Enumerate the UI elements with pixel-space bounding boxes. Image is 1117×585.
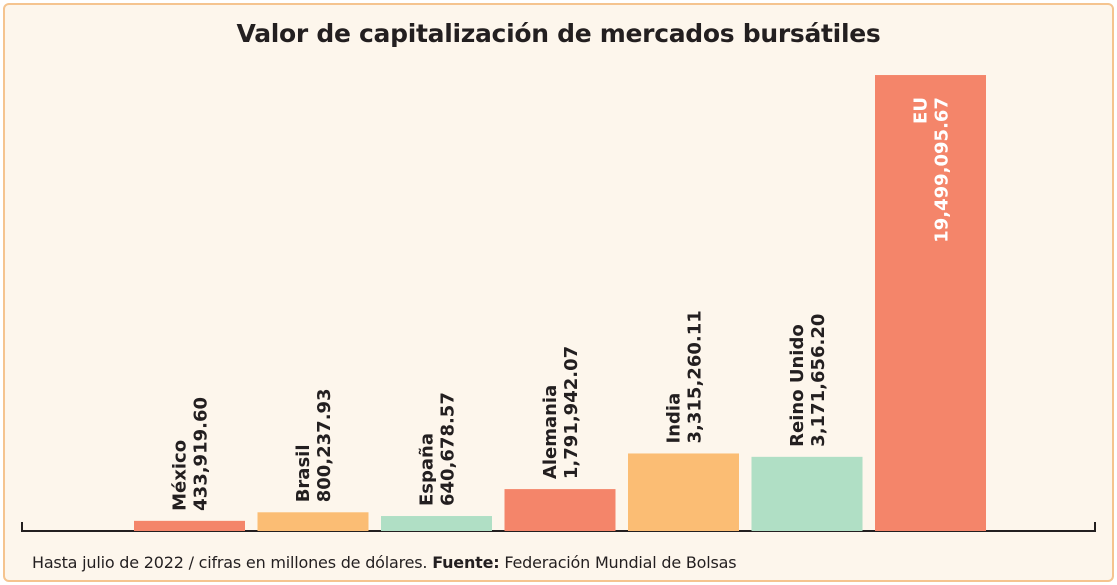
- bar-category-label: Brasil: [293, 444, 314, 502]
- footnote-text: Hasta julio de 2022 / cifras en millones…: [32, 553, 428, 572]
- chart-frame: Valor de capitalización de mercados burs…: [3, 3, 1114, 582]
- bar-value-label: 640,678.57: [438, 392, 459, 506]
- bar-category-label: España: [417, 433, 438, 506]
- bar-category-label: EU: [911, 97, 932, 124]
- bar-7: [875, 75, 986, 531]
- bar-value-label: 3,171,656.20: [808, 314, 829, 447]
- bar-3: [381, 516, 492, 531]
- bar-value-label: 800,237.93: [314, 388, 335, 502]
- bar-value-label: 433,919.60: [191, 397, 212, 511]
- bar-category-label: Reino Unido: [787, 324, 808, 447]
- bar-4: [504, 489, 616, 531]
- bar-category-label: Alemania: [540, 385, 561, 479]
- chart-title: Valor de capitalización de mercados burs…: [236, 19, 881, 48]
- bar-category-label: México: [170, 440, 191, 511]
- footnote-source: Federación Mundial de Bolsas: [504, 553, 737, 572]
- bar-chart: México 433,919.60 Brasil 800,237.93 España 64…: [21, 75, 1096, 532]
- bar-value-label: 19,499,095.67: [932, 97, 953, 243]
- bar-category-label: India: [664, 393, 685, 444]
- bar-6: [751, 456, 863, 531]
- bar-value-label: 1,791,942.07: [561, 346, 582, 479]
- footnote-source-label: Fuente:: [432, 553, 500, 572]
- bar-value-label: 3,315,260.11: [685, 310, 706, 443]
- bar-1: [134, 520, 245, 531]
- bar-5: [628, 453, 739, 531]
- footnote: Hasta julio de 2022 / cifras en millones…: [32, 553, 737, 572]
- bar-2: [257, 512, 369, 531]
